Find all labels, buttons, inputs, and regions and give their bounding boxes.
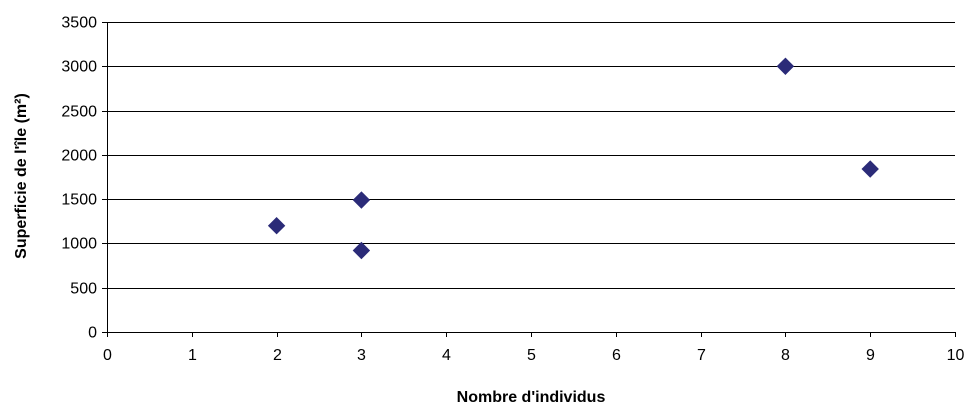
y-tick-label-2500: 2500 [61, 104, 97, 121]
x-tick-label-9: 9 [866, 347, 875, 364]
y-tick-label-1000: 1000 [61, 236, 97, 253]
x-tick-label-3: 3 [357, 347, 366, 364]
x-tick-label-5: 5 [527, 347, 536, 364]
gridlines [107, 22, 955, 289]
y-tick-label-2000: 2000 [61, 148, 97, 165]
x-tick-label-2: 2 [273, 347, 282, 364]
x-tick-label-6: 6 [612, 347, 621, 364]
y-tick-labels: 0 500 1000 1500 2000 2500 3000 3500 [61, 15, 97, 342]
x-tick-labels: 0 1 2 3 4 5 6 7 8 9 10 [103, 347, 964, 364]
x-tick-label-4: 4 [442, 347, 451, 364]
data-point-1 [267, 217, 286, 235]
data-point-4 [776, 57, 795, 75]
data-point-2 [352, 191, 371, 209]
data-point-5 [861, 160, 879, 178]
x-axis-title: Nombre d'individus [457, 389, 606, 406]
y-tick-label-3000: 3000 [61, 59, 97, 76]
x-tick-label-8: 8 [781, 347, 790, 364]
axes [102, 22, 956, 337]
y-tick-label-1500: 1500 [61, 192, 97, 209]
y-tick-label-500: 500 [70, 281, 97, 298]
data-points [267, 57, 879, 260]
x-tick-label-1: 1 [188, 347, 197, 364]
x-tick-label-0: 0 [103, 347, 112, 364]
data-point-3 [352, 241, 371, 260]
y-axis-title: Superficie de l'île (m²) [13, 93, 30, 259]
x-tick-label-7: 7 [697, 347, 706, 364]
y-tick-label-3500: 3500 [61, 15, 97, 32]
y-tick-label-0: 0 [88, 325, 97, 342]
x-tick-label-10: 10 [947, 347, 965, 364]
